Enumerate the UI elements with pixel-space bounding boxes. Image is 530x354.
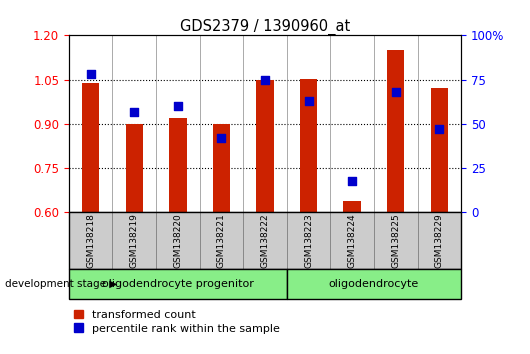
- Text: GSM138224: GSM138224: [348, 213, 357, 268]
- Bar: [169, 118, 187, 212]
- Bar: [69, 269, 287, 299]
- Bar: [287, 212, 330, 269]
- Legend: transformed count, percentile rank within the sample: transformed count, percentile rank withi…: [74, 310, 280, 333]
- Text: GSM138229: GSM138229: [435, 213, 444, 268]
- Point: [86, 72, 95, 77]
- Text: oligodendrocyte progenitor: oligodendrocyte progenitor: [102, 279, 254, 289]
- Point: [217, 135, 226, 141]
- Point: [130, 109, 138, 114]
- Bar: [156, 212, 200, 269]
- Text: GSM138225: GSM138225: [391, 213, 400, 268]
- Text: GSM138218: GSM138218: [86, 213, 95, 268]
- Bar: [112, 212, 156, 269]
- Point: [174, 103, 182, 109]
- Bar: [82, 82, 100, 212]
- Bar: [300, 79, 317, 212]
- Bar: [343, 201, 361, 212]
- Bar: [430, 88, 448, 212]
- Bar: [257, 80, 273, 212]
- Text: GSM138222: GSM138222: [261, 213, 269, 268]
- Bar: [69, 212, 112, 269]
- Bar: [243, 212, 287, 269]
- Bar: [213, 124, 230, 212]
- Point: [348, 178, 356, 183]
- Point: [261, 77, 269, 82]
- Bar: [418, 212, 461, 269]
- Text: GSM138219: GSM138219: [130, 213, 139, 268]
- Point: [304, 98, 313, 104]
- Bar: [200, 212, 243, 269]
- Text: GSM138220: GSM138220: [173, 213, 182, 268]
- Bar: [126, 124, 143, 212]
- Text: GSM138223: GSM138223: [304, 213, 313, 268]
- Bar: [330, 212, 374, 269]
- Bar: [374, 212, 418, 269]
- Text: oligodendrocyte: oligodendrocyte: [329, 279, 419, 289]
- Bar: [287, 269, 461, 299]
- Text: development stage ▶: development stage ▶: [5, 279, 118, 289]
- Text: GSM138221: GSM138221: [217, 213, 226, 268]
- Title: GDS2379 / 1390960_at: GDS2379 / 1390960_at: [180, 19, 350, 35]
- Point: [435, 126, 444, 132]
- Bar: [387, 50, 404, 212]
- Point: [392, 89, 400, 95]
